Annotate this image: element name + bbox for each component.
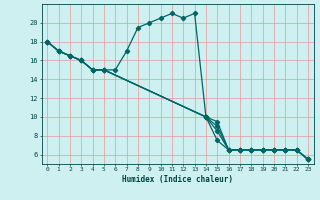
X-axis label: Humidex (Indice chaleur): Humidex (Indice chaleur): [122, 175, 233, 184]
